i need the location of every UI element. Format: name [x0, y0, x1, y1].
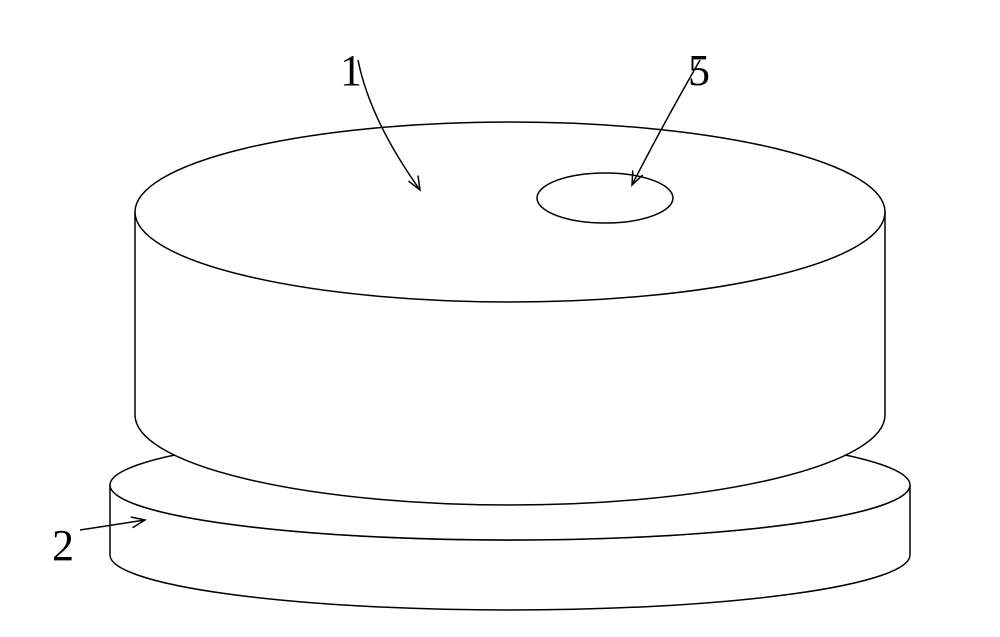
- label-2: 2: [52, 520, 74, 571]
- diagram-canvas: [0, 0, 1000, 637]
- label-5: 5: [688, 45, 710, 96]
- center-hole: [537, 173, 673, 223]
- top-disc-top-face: [135, 122, 885, 302]
- label-1: 1: [340, 45, 362, 96]
